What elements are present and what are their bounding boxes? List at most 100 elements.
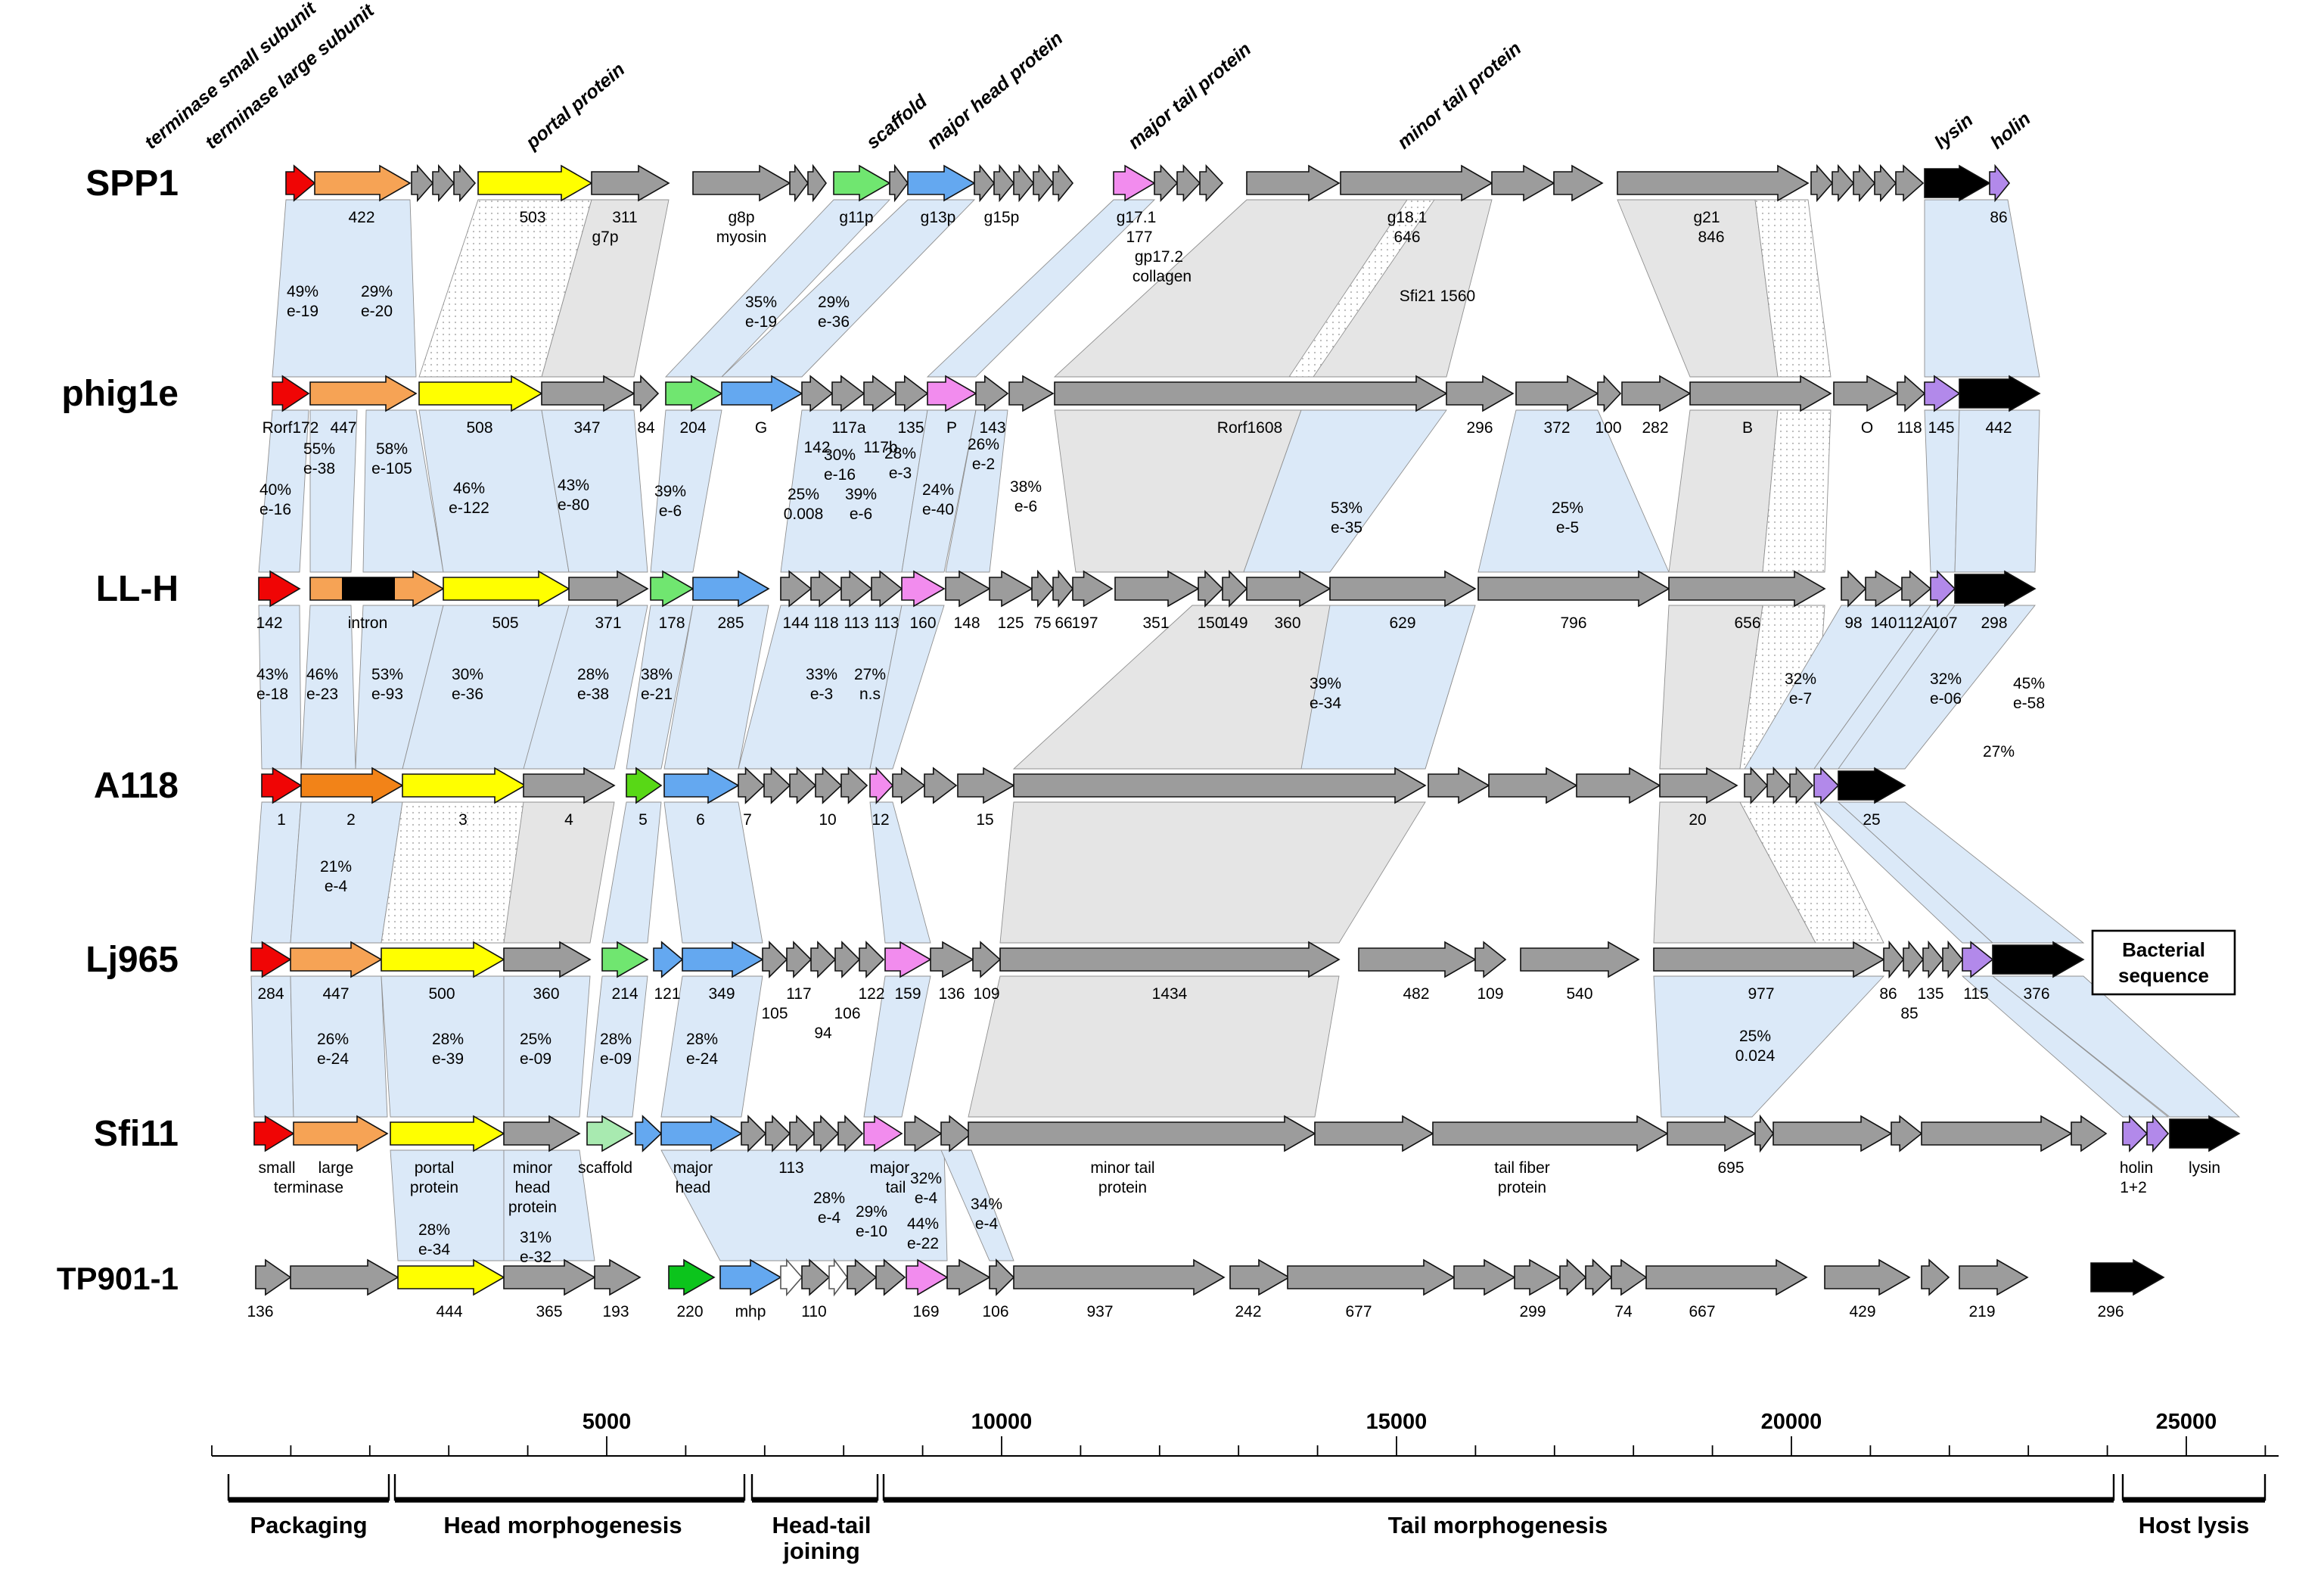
protein-class-label: major tail protein: [1124, 39, 1255, 154]
gene-arrow: [863, 1115, 903, 1152]
similarity-label: e-09: [520, 1050, 551, 1068]
scale-tick-label: 15000: [1366, 1410, 1428, 1434]
gene-arrow: [1013, 767, 1427, 804]
gene-label: B: [1742, 419, 1753, 437]
gene-arrow: [895, 375, 929, 412]
gene-arrow: [945, 570, 991, 608]
gene-arrow: [875, 1258, 906, 1296]
similarity-band: [999, 801, 1426, 944]
gene-label: 107: [1931, 614, 1957, 632]
gene-arrow: [789, 767, 817, 804]
gene-label: g21: [1693, 209, 1720, 226]
gene-label: 135: [1917, 985, 1943, 1003]
similarity-label: 28%: [577, 666, 609, 683]
gene-arrow: [1667, 1115, 1757, 1152]
similarity-label: 32%: [1785, 670, 1816, 688]
gene-label: 347: [573, 419, 600, 437]
gene-label: 219: [1968, 1303, 1995, 1320]
gene-arrow: [1841, 570, 1867, 608]
gene-arrow: [907, 164, 976, 202]
gene-label: Sfi21 1560: [1400, 288, 1475, 305]
similarity-label: 45%: [2013, 675, 2045, 692]
similarity-label: e-7: [1789, 690, 1812, 708]
gene-label: 86: [1879, 985, 1897, 1003]
gene-arrow: [840, 570, 873, 608]
gene-label: Rorf172: [263, 419, 319, 437]
similarity-band: [1739, 801, 1884, 944]
gene-arrow: [1453, 1258, 1516, 1296]
similarity-label: 28%: [884, 445, 916, 462]
gene-label: 695: [1717, 1159, 1744, 1177]
similarity-band: [660, 975, 763, 1118]
gene-label: 311: [612, 209, 637, 226]
gene-label: 371: [595, 614, 621, 632]
gene-label: major: [870, 1159, 910, 1177]
gene-label: 503: [519, 209, 545, 226]
gene-label: tail: [886, 1179, 906, 1196]
similarity-label: e-09: [600, 1050, 632, 1068]
gene-arrow: [290, 1258, 399, 1296]
gene-arrow: [999, 941, 1341, 978]
module-label: Head morphogenesis: [443, 1512, 682, 1538]
gene-label: minor tail: [1090, 1159, 1154, 1177]
gene-label: g8p: [728, 209, 754, 226]
similarity-label: e-06: [1930, 690, 1962, 708]
similarity-label: e-38: [577, 686, 609, 703]
genome-row-TP901-1: TP901-1 136 444 365 193 220 mhp 110 169 106 937 242…: [57, 1258, 2165, 1320]
similarity-label: 0.024: [1735, 1047, 1776, 1065]
gene-arrow: [1895, 164, 1925, 202]
gene-arrow: [692, 570, 770, 608]
similarity-label: 55%: [303, 440, 335, 458]
gene-label: protein: [1498, 1179, 1546, 1196]
gene-label: 115: [1963, 985, 1988, 1003]
gene-label: 20: [1689, 811, 1706, 829]
similarity-label: 28%: [432, 1031, 464, 1048]
similarity-label: 29%: [856, 1203, 887, 1221]
similarity-label: 39%: [1310, 675, 1341, 692]
gene-arrow: [309, 375, 418, 412]
gene-arrow: [1922, 940, 1944, 979]
gene-arrow: [930, 941, 974, 978]
gene-arrow: [1597, 374, 1622, 413]
gene-arrow: [1246, 570, 1331, 608]
gene-label: 122: [858, 985, 884, 1003]
gene-arrow: [397, 1258, 505, 1296]
similarity-label: e-38: [303, 460, 335, 477]
gene-arrow: [968, 1115, 1316, 1152]
gene-arrow: [1838, 767, 1906, 804]
gene-arrow: [2071, 1115, 2108, 1152]
gene-arrow: [1832, 163, 1855, 203]
gene-arrow: [957, 767, 1015, 804]
similarity-label: 32%: [910, 1170, 942, 1187]
similarity-band: [309, 409, 358, 573]
similarity-label: 34%: [971, 1196, 1002, 1213]
gene-label: 140: [1870, 614, 1897, 632]
gene-arrow: [1515, 375, 1599, 412]
gene-label: protein: [410, 1179, 458, 1196]
gene-label: 296: [1466, 419, 1493, 437]
gene-label: 6: [696, 811, 705, 829]
similarity-bands: [250, 199, 2241, 1261]
similarity-label: e-105: [371, 460, 412, 477]
gene-label: head: [515, 1179, 551, 1196]
gene-arrow: [789, 163, 809, 203]
similarity-band: [663, 801, 763, 944]
gene-arrow: [1689, 375, 1832, 412]
gene-label: 110: [801, 1303, 826, 1320]
gene-label: 142: [803, 439, 830, 456]
gene-label: gp17.2: [1135, 248, 1183, 266]
protein-class-label: major head protein: [923, 27, 1067, 153]
similarity-label: e-122: [449, 499, 489, 517]
gene-arrow: [1114, 570, 1200, 608]
protein-class-label: minor tail protein: [1393, 38, 1525, 154]
gene-label: 144: [782, 614, 809, 632]
gene-arrow: [1959, 1258, 2029, 1296]
gene-label: 148: [953, 614, 980, 632]
gene-arrow: [381, 941, 505, 978]
similarity-label: 38%: [1010, 478, 1042, 496]
gene-arrow: [272, 375, 310, 412]
similarity-band: [869, 801, 931, 944]
similarity-label: 33%: [806, 666, 837, 683]
gene-label: large: [318, 1159, 354, 1177]
